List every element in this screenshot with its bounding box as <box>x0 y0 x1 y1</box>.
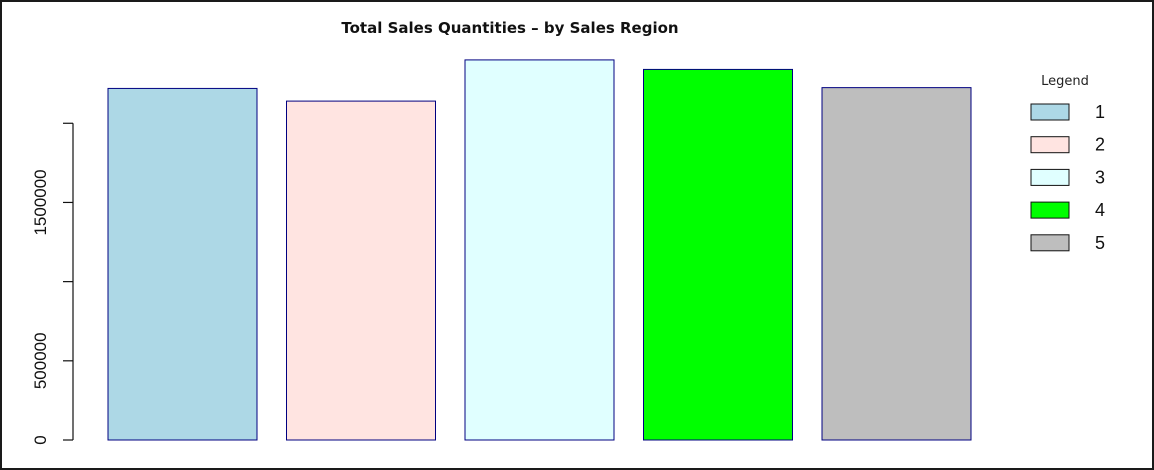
bar-region-3 <box>464 59 615 441</box>
chart-title: Total Sales Quantities – by Sales Region <box>341 19 678 37</box>
legend-title: Legend <box>1041 74 1089 89</box>
y-axis: 0 500000 1500000 <box>31 122 74 445</box>
y-tick-label: 1500000 <box>31 169 50 235</box>
legend-swatch-1 <box>1030 103 1070 121</box>
bar-region-1 <box>107 87 258 441</box>
y-tick-label: 500000 <box>31 332 50 389</box>
legend-label-4: 4 <box>1095 200 1105 220</box>
bar-region-5 <box>821 87 972 441</box>
legend: Legend 1 2 3 4 5 <box>1030 74 1105 253</box>
legend-label-1: 1 <box>1095 102 1105 122</box>
legend-swatch-5 <box>1030 234 1070 252</box>
bars-group <box>107 59 972 441</box>
legend-label-3: 3 <box>1095 167 1105 187</box>
legend-label-5: 5 <box>1095 233 1105 253</box>
legend-swatch-4 <box>1030 201 1070 219</box>
legend-swatch-2 <box>1030 136 1070 154</box>
bar-region-2 <box>286 100 436 441</box>
legend-label-2: 2 <box>1095 135 1105 155</box>
bar-region-4 <box>643 68 793 441</box>
y-tick-label: 0 <box>31 435 50 444</box>
legend-swatch-3 <box>1030 168 1070 186</box>
